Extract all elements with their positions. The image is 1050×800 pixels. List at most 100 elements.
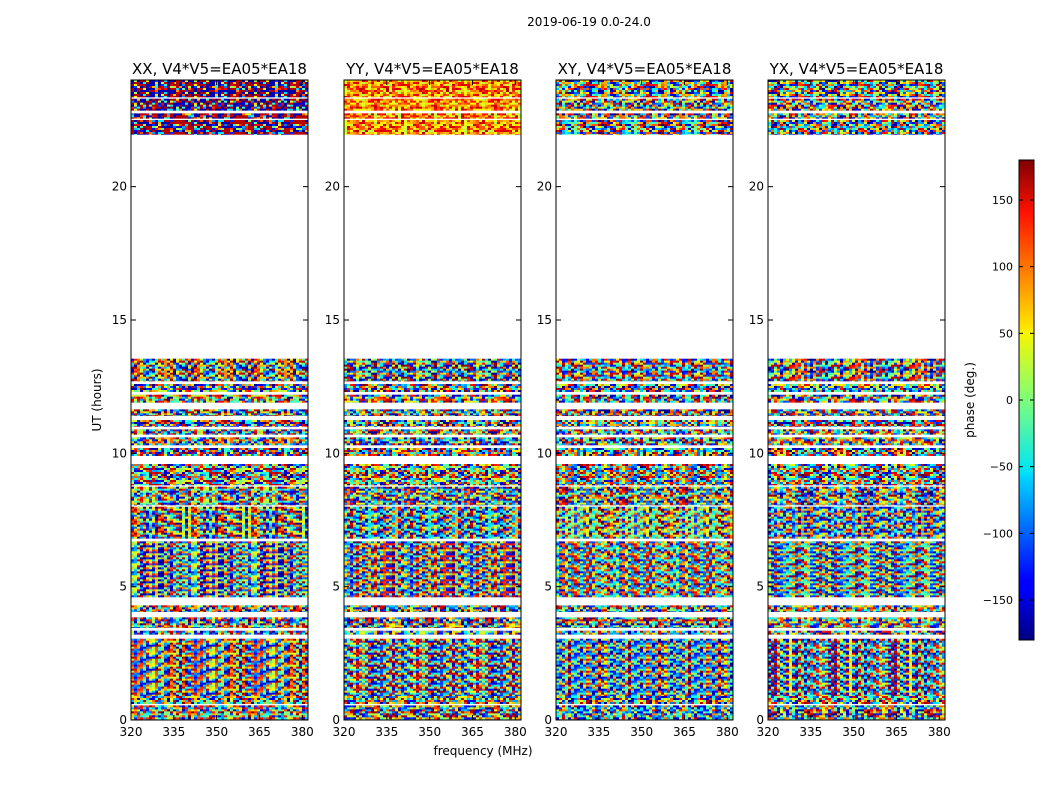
colorbar-tick-label: 50 (999, 327, 1013, 340)
data-band (768, 630, 945, 635)
colorbar-ticks: −150 −100 −50 0 50 100 150 (983, 194, 1034, 607)
data-band (344, 98, 521, 111)
data-band (131, 464, 308, 486)
colorbar: −150 −100 −50 0 50 100 150 phase (deg.) (963, 159, 1035, 641)
data-band (344, 506, 521, 539)
data-band (556, 486, 733, 506)
data-band (556, 384, 733, 392)
data-band (344, 448, 521, 456)
data-band (768, 696, 945, 704)
data-band (344, 80, 521, 98)
y-tick-label: 20 (749, 180, 764, 194)
x-tick-label: 335 (799, 725, 822, 739)
y-tick-label: 15 (537, 313, 552, 327)
data-band (556, 113, 733, 119)
panel-heatmap (344, 80, 521, 720)
data-band (556, 448, 733, 456)
panels-group: XX, V4*V5=EA05*EA18 320 335 350 365 380 0 5 10 15… (112, 60, 951, 739)
data-band (344, 437, 521, 446)
y-tick-label: 0 (756, 713, 764, 727)
y-axis-label: UT (hours) (90, 368, 104, 431)
data-band (344, 409, 521, 416)
data-band (556, 429, 733, 435)
y-tick-label: 10 (112, 446, 127, 460)
data-band (131, 705, 308, 720)
data-band (556, 120, 733, 135)
data-band (768, 98, 945, 111)
data-band (131, 420, 308, 427)
panel-frame (343, 79, 522, 721)
y-tick-label: 5 (544, 580, 552, 594)
data-band (556, 464, 733, 486)
data-band (768, 541, 945, 598)
y-tick-label: 0 (119, 713, 127, 727)
x-axis-label: frequency (MHz) (433, 744, 532, 758)
data-band (556, 617, 733, 628)
data-band (768, 617, 945, 628)
y-tick-label: 15 (325, 313, 340, 327)
panel-yx: YX, V4*V5=EA05*EA18 320 335 350 365 380 0 5 10 15… (749, 60, 951, 739)
data-band (344, 696, 521, 704)
data-band (768, 437, 945, 446)
data-band (556, 696, 733, 704)
data-band (556, 98, 733, 111)
data-band (556, 638, 733, 696)
panel-title: YY, V4*V5=EA05*EA18 (345, 60, 519, 78)
panel-heatmap (768, 80, 945, 720)
data-band (131, 98, 308, 111)
data-band (556, 358, 733, 382)
data-band (556, 705, 733, 720)
y-tick-label: 20 (325, 180, 340, 194)
x-tick-label: 335 (162, 725, 185, 739)
data-band (344, 420, 521, 427)
data-band (131, 696, 308, 704)
data-band (768, 506, 945, 539)
data-band (131, 429, 308, 435)
x-tick-label: 335 (587, 725, 610, 739)
x-tick-label: 380 (291, 725, 314, 739)
data-band (344, 541, 521, 598)
data-band (768, 638, 945, 696)
data-band (344, 464, 521, 486)
data-band (556, 394, 733, 403)
x-tick-label: 350 (418, 725, 441, 739)
data-band (344, 605, 521, 612)
y-tick-label: 0 (332, 713, 340, 727)
panel-title: XX, V4*V5=EA05*EA18 (132, 60, 307, 78)
y-tick-label: 5 (119, 580, 127, 594)
data-band (768, 120, 945, 135)
data-band (556, 630, 733, 635)
panel-heatmap (556, 80, 733, 720)
data-band (344, 384, 521, 392)
data-band (344, 358, 521, 382)
data-band (131, 448, 308, 456)
panel-yy: YY, V4*V5=EA05*EA18 320 335 350 365 380 0 5 10 15… (325, 60, 527, 739)
colorbar-tick-label: 0 (1006, 394, 1013, 407)
data-band (556, 541, 733, 598)
x-tick-label: 365 (673, 725, 696, 739)
data-band (344, 394, 521, 403)
data-band (556, 437, 733, 446)
data-band (131, 617, 308, 628)
data-band (768, 705, 945, 720)
figure-title: 2019-06-19 0.0-24.0 (527, 15, 651, 29)
colorbar-tick-label: 150 (992, 194, 1013, 207)
panel-xx: XX, V4*V5=EA05*EA18 320 335 350 365 380 0 5 10 15… (112, 60, 314, 739)
y-tick-label: 5 (756, 580, 764, 594)
panel-title: XY, V4*V5=EA05*EA18 (558, 60, 732, 78)
data-band (344, 630, 521, 635)
x-tick-label: 320 (545, 725, 568, 739)
data-band (768, 605, 945, 612)
data-band (131, 605, 308, 612)
y-tick-label: 10 (537, 446, 552, 460)
colorbar-tick-label: −50 (990, 461, 1013, 474)
data-band (768, 80, 945, 98)
data-band (344, 429, 521, 435)
data-band (556, 506, 733, 539)
data-band (131, 384, 308, 392)
data-band (344, 705, 521, 720)
panel-frame (767, 79, 946, 721)
x-tick-label: 320 (757, 725, 780, 739)
x-tick-label: 380 (928, 725, 951, 739)
data-band (556, 409, 733, 416)
